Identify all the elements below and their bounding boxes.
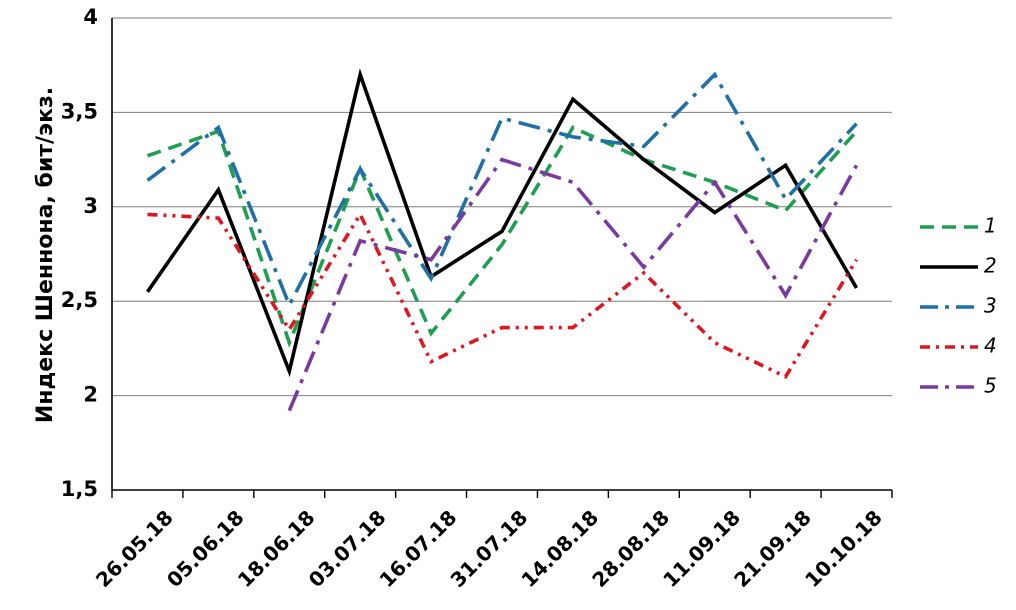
legend-label-4: 4 [984,334,997,358]
y-axis-ticks: 1,5 2 2,5 3 3,5 4 [61,5,98,501]
legend-label-5: 5 [984,374,997,398]
y-tick-label: 1,5 [61,477,98,501]
series-3-line [146,71,858,310]
legend: 1 2 3 4 5 [920,214,997,398]
y-axis-title: Индекс Шеннона, бит/экз. [33,87,58,423]
legend-label-3: 3 [984,294,997,318]
y-tick-label: 2,5 [61,288,98,312]
legend-label-1: 1 [984,214,997,238]
series-5-line [287,157,859,412]
x-tick-label: 10.10.18 [800,505,887,592]
y-tick-label: 4 [83,5,98,29]
series-lines [146,68,859,412]
y-tick-label: 3 [83,194,98,218]
y-tick-label: 3,5 [61,99,98,123]
legend-label-2: 2 [984,254,997,278]
series-2-line [146,68,859,378]
y-tick-label: 2 [83,383,98,407]
grid-lines [112,17,892,491]
series-4-line [147,210,859,380]
x-axis: 26.05.1805.06.1818.06.1803.07.1816.07.18… [91,18,893,592]
series-1-line [146,125,858,348]
